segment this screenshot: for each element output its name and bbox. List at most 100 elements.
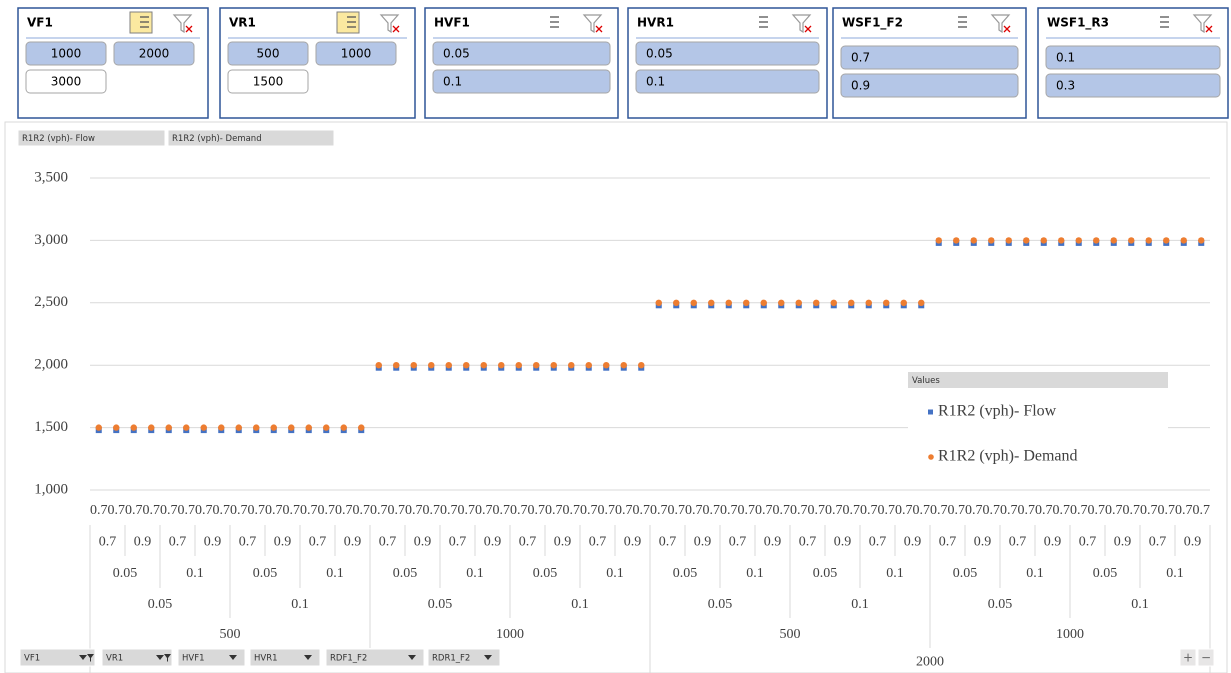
x-tick-label: 0.7 bbox=[755, 503, 773, 518]
x-tick-label: 0.7 bbox=[650, 503, 668, 518]
y-tick-label: 2,000 bbox=[34, 357, 68, 373]
x-group-label: 0.05 bbox=[988, 597, 1013, 612]
clear-filter-x bbox=[392, 25, 400, 33]
x-group-label: 0.1 bbox=[326, 566, 344, 581]
x-tick-label: 0.7 bbox=[423, 503, 441, 518]
x-group-label: 0.9 bbox=[1114, 535, 1132, 550]
demand-marker bbox=[953, 237, 960, 244]
axis-field-button[interactable] bbox=[249, 648, 321, 667]
axis-field-button-label: VR1 bbox=[106, 654, 123, 664]
x-tick-label: 0.7 bbox=[895, 503, 913, 518]
x-group-label: 0.05 bbox=[428, 597, 453, 612]
slicer-item-label: 1000 bbox=[51, 47, 82, 61]
clear-filter-button[interactable] bbox=[582, 14, 603, 34]
slicer-item-label: 0.1 bbox=[1056, 51, 1075, 65]
slicer-item[interactable] bbox=[840, 45, 1019, 70]
slicer-item[interactable] bbox=[635, 41, 820, 66]
slicer-item[interactable] bbox=[227, 41, 309, 66]
x-tick-label: 0.7 bbox=[738, 503, 756, 518]
x-group-label: 0.7 bbox=[449, 535, 467, 550]
clear-filter-x bbox=[1003, 25, 1011, 33]
x-group-label: 0.1 bbox=[186, 566, 204, 581]
slicer-item-label: 0.3 bbox=[1056, 79, 1075, 93]
clear-filter-button[interactable] bbox=[1192, 14, 1213, 34]
legend-swatch bbox=[928, 454, 934, 460]
x-group-label: 0.1 bbox=[1166, 566, 1184, 581]
x-group-label: 1000 bbox=[1056, 627, 1084, 642]
x-tick-label: 0.7 bbox=[318, 503, 336, 518]
x-tick-label: 0.7 bbox=[528, 503, 546, 518]
x-group-label: 0.9 bbox=[624, 535, 642, 550]
x-tick-label: 0.7 bbox=[178, 503, 196, 518]
slicer-item[interactable] bbox=[635, 69, 820, 94]
axis-field-button[interactable] bbox=[427, 648, 501, 667]
axis-field-button[interactable] bbox=[19, 648, 96, 667]
slicer-item-label: 500 bbox=[257, 47, 280, 61]
axis-field-button[interactable] bbox=[325, 648, 425, 667]
slicer-item[interactable] bbox=[840, 73, 1019, 98]
demand-marker bbox=[778, 299, 785, 306]
demand-marker bbox=[865, 299, 872, 306]
x-tick-label: 0.7 bbox=[300, 503, 318, 518]
filter-icon bbox=[87, 654, 94, 662]
demand-marker bbox=[550, 362, 557, 369]
legend bbox=[908, 388, 1168, 480]
slicer-item[interactable] bbox=[432, 41, 611, 66]
x-tick-label: 0.7 bbox=[1123, 503, 1141, 518]
demand-marker bbox=[288, 424, 295, 431]
demand-marker bbox=[603, 362, 610, 369]
slicer-item[interactable] bbox=[113, 41, 195, 66]
x-group-label: 0.05 bbox=[533, 566, 558, 581]
zoom-button[interactable] bbox=[1179, 648, 1197, 667]
x-group-label: 0.9 bbox=[484, 535, 502, 550]
demand-marker bbox=[1005, 237, 1012, 244]
demand-marker bbox=[1075, 237, 1082, 244]
zoom-button-label: − bbox=[1201, 651, 1211, 665]
x-tick-label: 0.7 bbox=[1175, 503, 1193, 518]
x-group-label: 0.05 bbox=[148, 597, 173, 612]
slicer-item-label: 0.05 bbox=[443, 47, 470, 61]
x-group-label: 0.05 bbox=[673, 566, 698, 581]
clear-filter-button[interactable] bbox=[379, 14, 400, 34]
x-group-label: 0.1 bbox=[886, 566, 904, 581]
axis-field-button[interactable] bbox=[177, 648, 246, 667]
slicer-item[interactable] bbox=[227, 69, 309, 94]
slicer-item[interactable] bbox=[1045, 73, 1221, 98]
demand-marker bbox=[690, 299, 697, 306]
clear-filter-button[interactable] bbox=[791, 14, 812, 34]
x-group-label: 0.7 bbox=[169, 535, 187, 550]
slicer-title: WSF1_R3 bbox=[1047, 16, 1109, 31]
y-tick-label: 1,500 bbox=[34, 419, 68, 435]
slicer-item[interactable] bbox=[25, 69, 107, 94]
x-group-label: 0.05 bbox=[1093, 566, 1118, 581]
axis-field-button[interactable] bbox=[101, 648, 173, 667]
x-group-label: 500 bbox=[220, 627, 241, 642]
clear-filter-button[interactable] bbox=[990, 14, 1011, 34]
filter-icon bbox=[164, 654, 171, 662]
x-tick-label: 0.7 bbox=[598, 503, 616, 518]
field-button[interactable] bbox=[17, 129, 166, 147]
slicer-item[interactable] bbox=[432, 69, 611, 94]
demand-marker bbox=[655, 299, 662, 306]
demand-marker bbox=[725, 299, 732, 306]
x-tick-label: 0.7 bbox=[983, 503, 1001, 518]
demand-marker bbox=[1058, 237, 1065, 244]
slicer-item[interactable] bbox=[315, 41, 397, 66]
x-tick-label: 0.7 bbox=[370, 503, 388, 518]
x-tick-label: 0.7 bbox=[773, 503, 791, 518]
slicer-title: VF1 bbox=[27, 16, 53, 30]
demand-marker bbox=[935, 237, 942, 244]
x-tick-label: 0.7 bbox=[195, 503, 213, 518]
axis-field-button-label: VF1 bbox=[24, 654, 40, 664]
x-tick-label: 0.7 bbox=[405, 503, 423, 518]
x-tick-label: 0.7 bbox=[213, 503, 231, 518]
field-button[interactable] bbox=[167, 129, 335, 147]
demand-marker bbox=[1163, 237, 1170, 244]
clear-filter-x bbox=[595, 25, 603, 33]
slicer-item[interactable] bbox=[1045, 45, 1221, 70]
slicer-item[interactable] bbox=[25, 41, 107, 66]
x-tick-label: 0.7 bbox=[965, 503, 983, 518]
zoom-button[interactable] bbox=[1197, 648, 1215, 667]
x-group-label: 0.9 bbox=[204, 535, 222, 550]
clear-filter-button[interactable] bbox=[172, 14, 193, 34]
